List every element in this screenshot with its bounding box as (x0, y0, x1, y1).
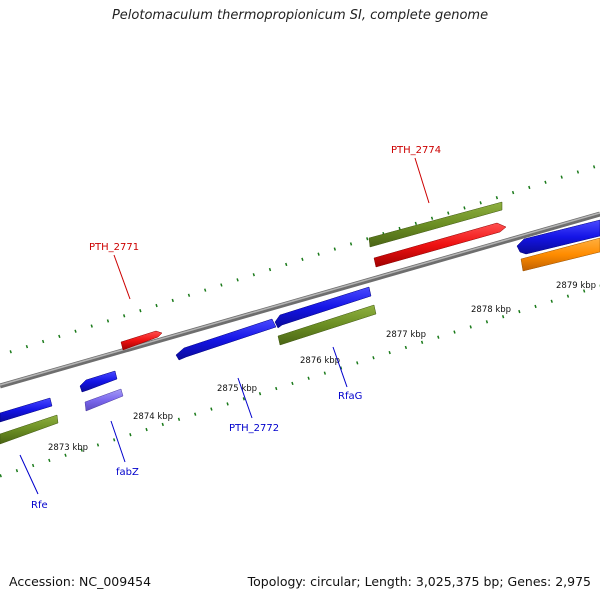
cds-rfe[interactable] (0, 397, 53, 423)
gene-label-rfag[interactable]: RfaG (338, 391, 362, 402)
cds-pth-2774-orf[interactable] (368, 201, 503, 248)
scale-label-2879: 2879 kbp (556, 281, 596, 291)
scale-labels: 2873 kbp 2874 kbp 2875 kbp 2876 kbp 2877… (48, 281, 596, 453)
cds-fabz-orf[interactable] (84, 388, 124, 412)
scale-label-2874: 2874 kbp (133, 412, 173, 422)
scale-label-2873: 2873 kbp (48, 443, 88, 453)
outer-tick-ring (9, 163, 600, 354)
cds-pth-2771[interactable] (120, 330, 163, 351)
cds-rfag-orf[interactable] (277, 304, 377, 346)
accession-info: Accession: NC_009454 (9, 574, 152, 589)
gene-label-pth-2772[interactable]: PTH_2772 (229, 423, 279, 434)
map-title: Pelotomaculum thermopropionicum SI, comp… (111, 8, 489, 23)
genome-summary: Topology: circular; Length: 3,025,375 bp… (247, 574, 591, 589)
cds-fabz[interactable] (79, 370, 118, 393)
cds-rfe-orf[interactable] (0, 414, 59, 445)
cds-right-blue[interactable] (516, 219, 600, 255)
gene-label-fabz[interactable]: fabZ (116, 467, 139, 478)
gene-label-pth-2774[interactable]: PTH_2774 (391, 145, 441, 156)
gene-label-pth-2771[interactable]: PTH_2771 (89, 242, 139, 253)
cds-rfag[interactable] (274, 286, 372, 329)
scale-label-2877: 2877 kbp (386, 330, 426, 340)
cds-pth-2772[interactable] (175, 318, 277, 361)
scale-label-2875: 2875 kbp (217, 384, 257, 394)
gene-label-rfe[interactable]: Rfe (31, 500, 48, 511)
scale-label-2876: 2876 kbp (300, 356, 340, 366)
label-leaders (19, 157, 430, 495)
genome-backbone (0, 211, 600, 389)
cds-right-orange[interactable] (520, 237, 600, 272)
scale-label-2878: 2878 kbp (471, 305, 511, 315)
cds-pth-2774[interactable] (373, 222, 507, 268)
